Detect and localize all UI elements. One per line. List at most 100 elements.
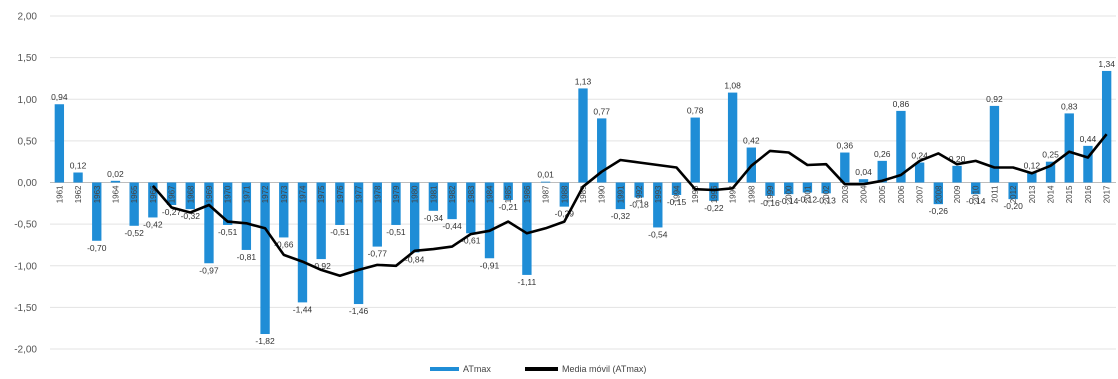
bar-2014 [1045,161,1056,183]
data-label: -0,27 [162,207,182,217]
y-tick-label: 0,50 [18,136,38,147]
data-label: 0,83 [1061,101,1078,111]
data-label: -0,13 [816,195,836,205]
data-label: -0,61 [461,235,481,245]
category-label: 1967 [168,185,177,203]
category-label: 1971 [242,185,251,203]
data-label: -0,14 [779,196,799,206]
category-label: 1998 [747,185,756,203]
category-label: 2010 [972,185,981,203]
bar-1979 [391,182,401,225]
category-label: 1973 [280,185,289,203]
category-label: 1984 [485,185,494,203]
data-label: -1,44 [293,304,313,314]
bar-1964 [110,180,121,183]
bar-2007 [914,162,925,183]
bar-1995 [690,117,700,183]
bar-1978 [372,182,382,247]
bar-1991 [615,182,626,210]
bar-1975 [316,182,326,260]
bar-1985 [503,182,513,200]
bar-2010 [971,182,981,195]
data-label: 0,86 [893,99,910,109]
category-label: 2016 [1084,185,1093,203]
data-label: -0,12 [798,194,818,204]
bar-2016 [1083,145,1093,183]
bar-2000 [784,182,794,195]
data-label: -0,22 [704,203,724,213]
y-tick-label: -0,50 [14,220,37,231]
category-label: 1995 [691,185,700,203]
data-label: 0,25 [1042,150,1059,160]
category-label: 1987 [542,185,551,203]
category-label: 1966 [149,185,158,203]
category-label: 2006 [897,185,906,203]
data-label: 0,78 [687,106,704,116]
category-label: 1968 [186,185,195,203]
legend-label-atmax: ATmax [463,364,491,374]
bar-2006 [896,110,906,183]
category-label: 2011 [990,185,999,203]
bar-1974 [297,182,308,303]
bar-1972 [260,182,270,335]
y-tick-label: -1,00 [14,261,37,272]
category-label: 2002 [822,185,831,203]
bar-2008 [933,182,944,205]
legend-swatch-atmax [430,367,459,371]
data-label: -0,51 [218,227,238,237]
bar-1961 [54,104,65,183]
category-label: 1978 [373,185,382,203]
category-label: 1969 [205,185,214,203]
category-label: 1976 [336,185,345,203]
bar-1965 [129,182,139,226]
data-label: -0,51 [386,227,406,237]
y-tick-label: -1,50 [14,303,37,314]
category-label: 2000 [785,185,794,203]
bar-1994 [671,182,682,195]
data-label: -0,16 [760,198,780,208]
category-label: 1962 [74,185,83,203]
data-label: -0,91 [480,260,500,270]
data-label: 0,24 [911,151,928,161]
bar-1992 [634,182,644,198]
data-label: -0,42 [143,219,163,229]
data-label: 0,36 [837,141,854,151]
category-label: 1970 [224,185,233,203]
moving-average-series [151,133,1108,278]
bar-2017 [1101,70,1112,183]
category-label: 2007 [916,185,925,203]
bar-1981 [428,182,439,211]
category-label: 1985 [504,185,513,203]
category-label: 1999 [766,185,775,203]
bar-2015 [1064,113,1074,183]
bar-1977 [353,182,364,305]
data-label: 0,12 [1024,161,1041,171]
y-tick-label: 1,00 [18,95,38,106]
category-label: 1996 [710,185,719,203]
x-axis-categories: 1961 1962 1963 1964 1965 1966 1967 1968 1969 1970… [55,185,1111,203]
bar-1968 [185,182,195,210]
category-label: 2004 [860,185,869,203]
bar-2002 [821,182,831,194]
data-label: -0,92 [311,261,331,271]
data-label: 0,12 [70,161,87,171]
data-label: 0,42 [743,136,760,146]
bar-2005 [877,160,887,183]
bar-1973 [279,182,289,238]
bar-1980 [410,182,420,253]
legend-swatch-moving-average [525,367,558,371]
category-label: 1980 [411,185,420,203]
data-label: -0,18 [629,199,649,209]
category-label: 1991 [616,185,625,203]
bar-1984 [484,182,495,259]
category-label: 1988 [560,185,569,203]
bar-1971 [241,182,252,250]
bar-1966 [148,182,158,218]
category-label: 2001 [803,185,812,203]
category-label: 1983 [467,185,476,203]
data-label: -0,84 [405,254,425,264]
bar-2004 [858,179,869,183]
category-label: 1974 [298,185,307,203]
category-label: 1981 [429,185,438,203]
data-label: -0,97 [199,265,219,275]
